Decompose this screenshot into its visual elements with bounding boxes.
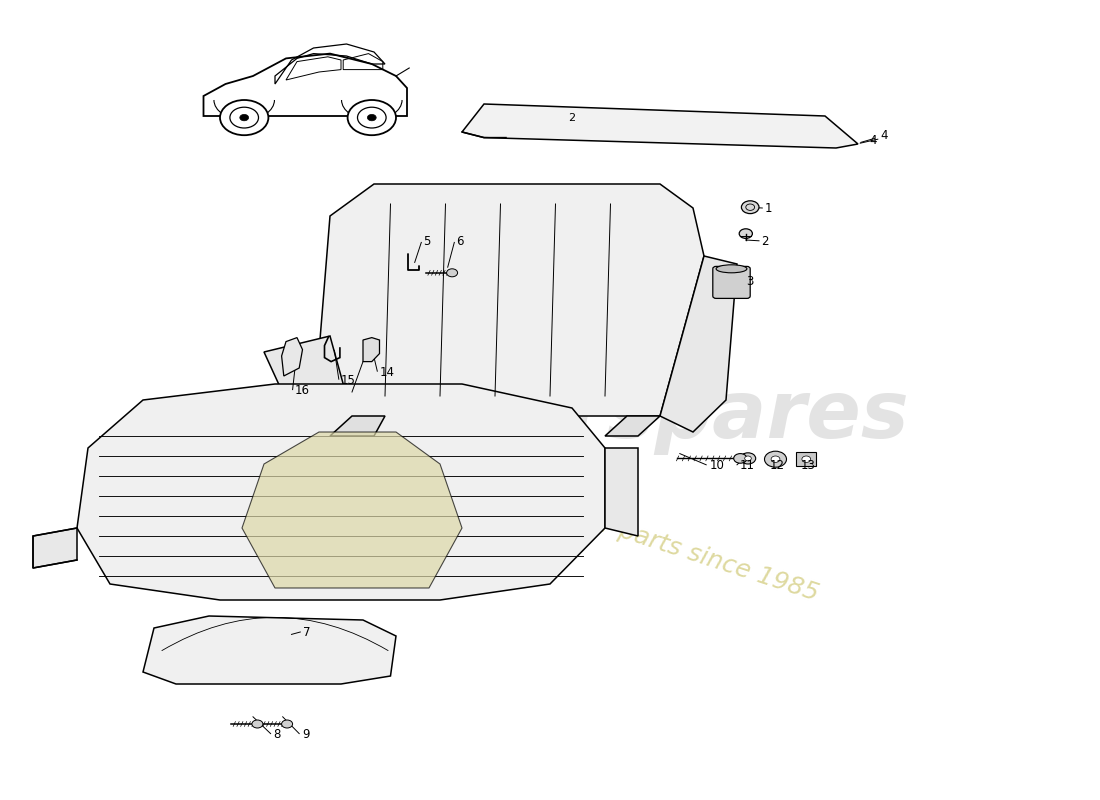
Text: a passion for parts since 1985: a passion for parts since 1985 xyxy=(454,466,822,606)
Text: 4: 4 xyxy=(869,134,877,146)
Circle shape xyxy=(252,720,263,728)
Polygon shape xyxy=(282,338,303,376)
Text: 6: 6 xyxy=(456,235,464,248)
Text: eurspares: eurspares xyxy=(455,377,909,455)
Circle shape xyxy=(740,453,756,464)
FancyBboxPatch shape xyxy=(796,452,816,466)
Polygon shape xyxy=(264,336,352,424)
Text: 15: 15 xyxy=(341,374,356,386)
Text: 13: 13 xyxy=(801,459,816,472)
Text: 4: 4 xyxy=(860,130,888,142)
Circle shape xyxy=(282,720,293,728)
Text: 7: 7 xyxy=(302,626,310,638)
Text: 10: 10 xyxy=(710,459,725,472)
Circle shape xyxy=(734,454,747,463)
Circle shape xyxy=(367,114,376,121)
Text: 14: 14 xyxy=(379,366,395,378)
Polygon shape xyxy=(77,384,605,600)
Text: 2: 2 xyxy=(569,114,575,123)
Circle shape xyxy=(745,456,751,461)
Polygon shape xyxy=(660,256,737,432)
Polygon shape xyxy=(143,616,396,684)
Text: 8: 8 xyxy=(273,728,280,741)
Polygon shape xyxy=(363,338,379,362)
Polygon shape xyxy=(330,416,385,436)
Text: 16: 16 xyxy=(295,384,310,397)
Polygon shape xyxy=(319,184,704,416)
Circle shape xyxy=(240,114,249,121)
Polygon shape xyxy=(605,416,660,436)
Circle shape xyxy=(220,100,268,135)
Circle shape xyxy=(348,100,396,135)
Text: 12: 12 xyxy=(770,459,785,472)
Circle shape xyxy=(741,201,759,214)
Text: 2: 2 xyxy=(761,235,769,248)
Text: 1: 1 xyxy=(764,202,772,214)
Polygon shape xyxy=(242,432,462,588)
Text: 11: 11 xyxy=(739,459,755,472)
Polygon shape xyxy=(605,448,638,536)
Polygon shape xyxy=(33,528,77,568)
FancyBboxPatch shape xyxy=(713,266,750,298)
Circle shape xyxy=(802,456,811,462)
Circle shape xyxy=(771,456,780,462)
Polygon shape xyxy=(462,104,858,148)
Circle shape xyxy=(739,229,752,238)
Circle shape xyxy=(447,269,458,277)
Text: 3: 3 xyxy=(746,275,754,288)
Circle shape xyxy=(764,451,786,467)
Text: 5: 5 xyxy=(424,235,431,248)
Text: 9: 9 xyxy=(302,728,310,741)
Ellipse shape xyxy=(716,265,747,273)
